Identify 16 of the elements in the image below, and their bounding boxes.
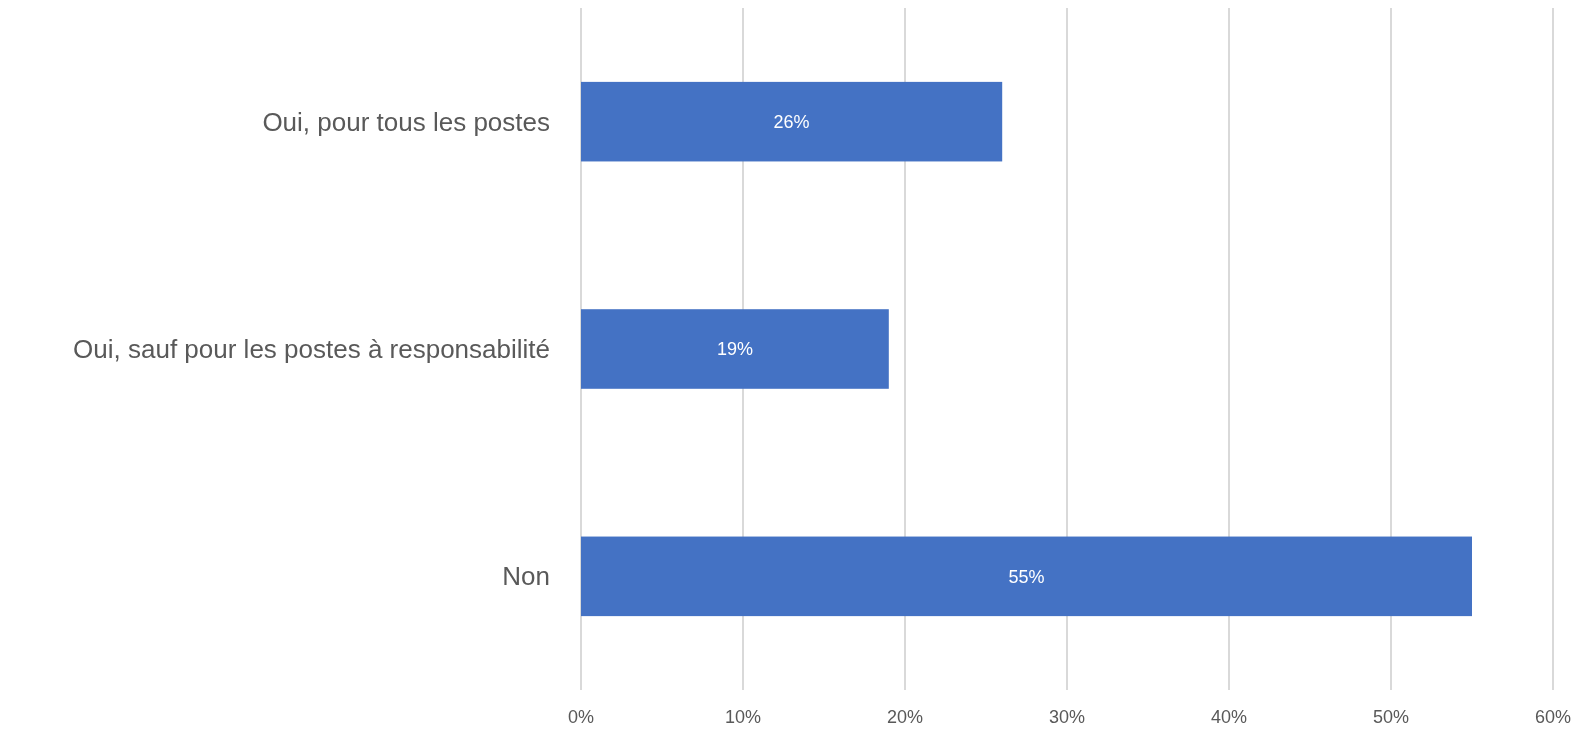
bar [581, 81, 1003, 162]
y-tick-label: Non [502, 561, 550, 592]
x-tick-label: 60% [1534, 707, 1572, 727]
data-label: 26% [773, 111, 810, 132]
x-tick-label: 50% [1372, 707, 1410, 727]
data-label: 55% [1008, 566, 1045, 587]
x-tick-label: 20% [886, 707, 924, 727]
x-tick-label: 0% [567, 707, 595, 727]
x-tick-label: 10% [724, 707, 762, 727]
x-tick-label: 40% [1210, 707, 1248, 727]
y-tick-label: Oui, pour tous les postes [262, 106, 550, 137]
x-tick-label: 30% [1048, 707, 1086, 727]
bar [581, 536, 1472, 617]
y-tick-label: Oui, sauf pour les postes à responsabilité [73, 334, 550, 365]
bar [581, 309, 889, 389]
data-label: 19% [716, 339, 753, 360]
